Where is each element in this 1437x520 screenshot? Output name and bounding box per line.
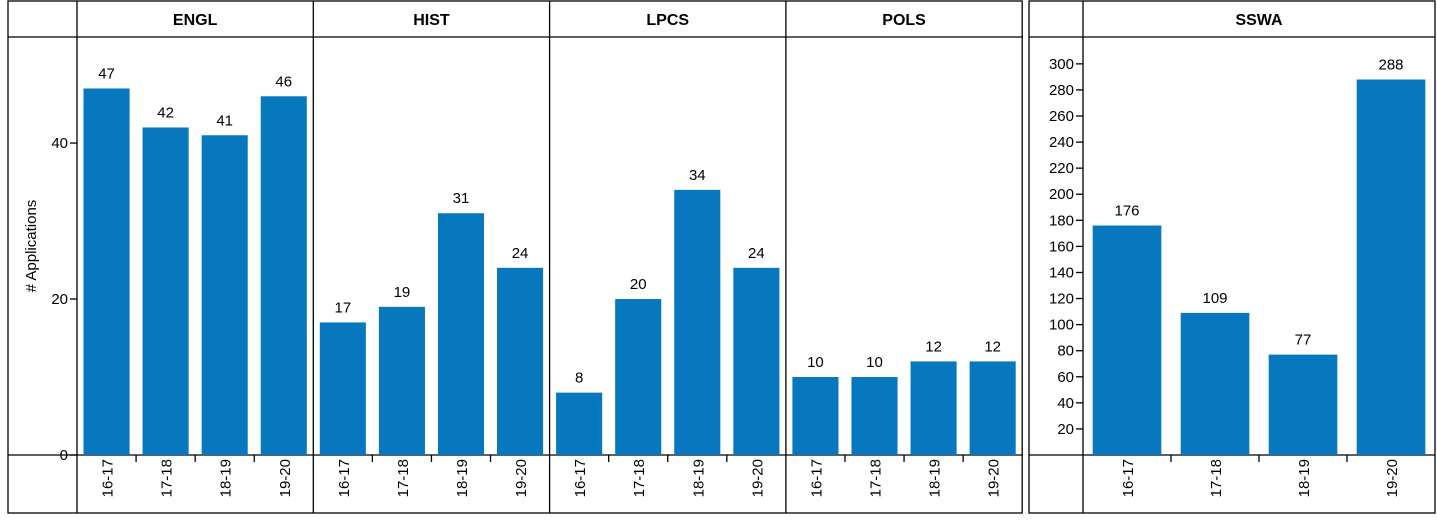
bar [910, 361, 957, 455]
y-tick-label: 160 [1049, 238, 1074, 255]
facet-title: SSWA [1235, 12, 1283, 29]
x-tick-label: 16-17 [336, 459, 353, 497]
bar [497, 267, 544, 455]
bar [319, 322, 366, 455]
x-tick-label: 17-18 [159, 459, 176, 497]
y-tick-label: 100 [1049, 317, 1074, 334]
y-tick-label: 40 [1057, 395, 1074, 412]
data-label: 10 [807, 354, 824, 371]
bar [615, 299, 662, 455]
x-tick-label: 17-18 [631, 459, 648, 497]
x-tick-label: 18-19 [218, 459, 235, 497]
data-label: 47 [98, 65, 115, 82]
data-label: 12 [925, 338, 942, 355]
x-tick-label: 17-18 [868, 459, 885, 497]
x-tick-label: 17-18 [395, 459, 412, 497]
x-tick-label: 16-17 [100, 459, 117, 497]
bar [556, 392, 603, 455]
y-tick-label: 240 [1049, 134, 1074, 151]
bar [437, 213, 485, 455]
x-tick-label: 17-18 [1208, 459, 1225, 497]
data-label: 17 [334, 299, 351, 316]
data-label: 24 [512, 245, 529, 262]
x-tick-label: 16-17 [1120, 459, 1137, 497]
y-tick-label: 40 [51, 135, 68, 152]
data-label: 288 [1378, 57, 1403, 74]
x-tick-label: 19-20 [749, 459, 766, 497]
data-label: 10 [866, 354, 883, 371]
bar [1092, 225, 1162, 455]
bar [969, 361, 1016, 455]
bar [1356, 79, 1426, 455]
y-tick-label: 120 [1049, 291, 1074, 308]
y-tick-label: 140 [1049, 264, 1074, 281]
data-label: 34 [689, 167, 706, 184]
data-label: 31 [453, 190, 470, 207]
bar [792, 377, 839, 455]
y-axis-label: # Applications [23, 200, 40, 293]
y-tick-label: 220 [1049, 160, 1074, 177]
x-tick-label: 19-20 [986, 459, 1003, 497]
panel-border [1028, 0, 1436, 514]
bar [851, 377, 898, 455]
x-tick-label: 18-19 [690, 459, 707, 497]
data-label: 176 [1114, 203, 1139, 220]
facet-title: POLS [882, 12, 926, 29]
data-label: 19 [394, 284, 411, 301]
y-tick-label: 200 [1049, 186, 1074, 203]
y-tick-label: 260 [1049, 108, 1074, 125]
data-label: 77 [1295, 332, 1312, 349]
data-label: 109 [1202, 290, 1227, 307]
bar [674, 189, 721, 455]
facet-title: LPCS [646, 12, 689, 29]
data-label: 42 [157, 104, 174, 121]
data-label: 41 [216, 112, 233, 129]
x-tick-label: 16-17 [572, 459, 589, 497]
x-tick-label: 19-20 [513, 459, 530, 497]
facet-title: ENGL [173, 12, 218, 29]
x-tick-label: 19-20 [1384, 459, 1401, 497]
bar [201, 135, 248, 455]
panel-border [7, 0, 1023, 514]
bar [733, 267, 780, 455]
data-label: 12 [984, 338, 1001, 355]
y-tick-label: 0 [60, 447, 68, 464]
data-label: 46 [275, 73, 292, 90]
bar [260, 96, 307, 456]
x-tick-label: 16-17 [808, 459, 825, 497]
y-tick-label: 300 [1049, 56, 1074, 73]
bar [83, 88, 130, 455]
data-label: 24 [748, 245, 765, 262]
y-tick-label: 280 [1049, 82, 1074, 99]
x-tick-label: 19-20 [277, 459, 294, 497]
x-tick-label: 18-19 [454, 459, 471, 497]
data-label: 8 [575, 370, 583, 387]
bar [1268, 354, 1338, 455]
y-tick-label: 20 [51, 291, 68, 308]
y-tick-label: 80 [1057, 343, 1074, 360]
data-label: 20 [630, 276, 647, 293]
bar [1180, 312, 1250, 455]
y-tick-label: 20 [1057, 421, 1074, 438]
bar [378, 306, 425, 455]
bar [142, 127, 189, 456]
facet-title: HIST [413, 12, 450, 29]
y-tick-label: 60 [1057, 369, 1074, 386]
x-tick-label: 18-19 [927, 459, 944, 497]
y-tick-label: 180 [1049, 212, 1074, 229]
x-tick-label: 18-19 [1296, 459, 1313, 497]
